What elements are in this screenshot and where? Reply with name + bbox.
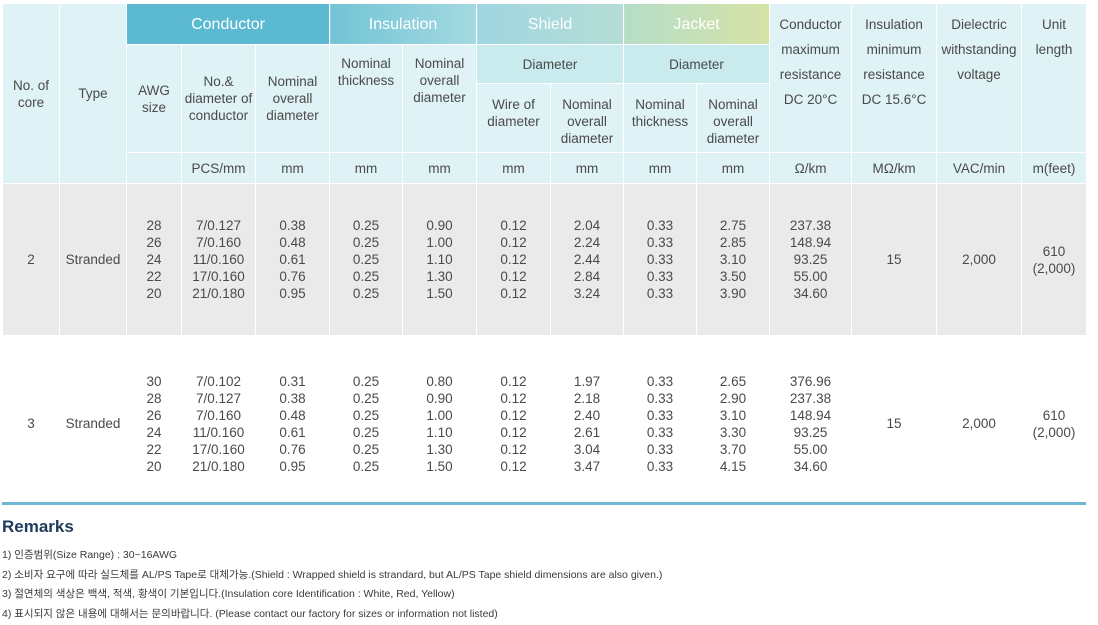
header-insulation-resistance: Insulation minimum resistance DC 15.6°C <box>851 3 938 153</box>
remark-item: 3) 절연체의 색상은 백색, 적색, 황색이 기본입니다.(Insulatio… <box>2 588 455 600</box>
group-jacket: Jacket <box>623 3 771 45</box>
cell-jacket-overall: 2.75 2.85 3.10 3.50 3.90 <box>696 183 771 336</box>
header-jacket-overall: Nominal overall diameter <box>696 83 771 153</box>
header-resistance: Conductor maximum resistance DC 20°C <box>769 3 853 153</box>
cell-no-diameter: 7/0.102 7/0.127 7/0.160 11/0.160 17/0.16… <box>181 335 256 512</box>
header-no-diameter: No.& diameter of conductor <box>181 44 256 153</box>
table-row: 3 Stranded 30 28 26 24 22 20 7/0.102 7/0… <box>2 335 1088 512</box>
cell-ins-overall: 0.90 1.00 1.10 1.30 1.50 <box>402 183 478 336</box>
unit-dielectric: VAC/min <box>936 152 1023 184</box>
unit-insulation-resistance: MΩ/km <box>851 152 938 184</box>
cell-shield-overall: 2.04 2.24 2.44 2.84 3.24 <box>550 183 625 336</box>
header-cond-nominal: Nominal overall diameter <box>254 44 331 153</box>
cell-ins-thickness: 0.25 0.25 0.25 0.25 0.25 0.25 <box>329 335 404 512</box>
cell-unit-length: 610 (2,000) <box>1021 335 1088 512</box>
cell-resistance: 376.96 237.38 148.94 93.25 55.00 34.60 <box>769 335 853 512</box>
header-shield-wire: Wire of diameter <box>476 83 552 153</box>
remark-item: 4) 표시되지 않은 내용에 대해서는 문의바랍니다. (Please cont… <box>2 607 498 620</box>
table-row: 2 Stranded 28 26 24 22 20 7/0.127 7/0.16… <box>2 183 1088 336</box>
cell-jacket-thickness: 0.33 0.33 0.33 0.33 0.33 0.33 <box>623 335 698 512</box>
header-awg: AWG size <box>126 44 182 153</box>
remark-item: 2) 소비자 요구에 따라 실드체를 AL/PS Tape로 대체가능.(Shi… <box>2 568 663 581</box>
header-jacket-thickness: Nominal thickness <box>623 83 698 153</box>
unit-shield-wire: mm <box>476 152 552 184</box>
header-ins-thickness: Nominal thickness <box>329 44 404 153</box>
cell-shield-wire: 0.12 0.12 0.12 0.12 0.12 0.12 <box>476 335 552 512</box>
cell-unit-length: 610 (2,000) <box>1021 183 1088 336</box>
cell-cond-nominal: 0.31 0.38 0.48 0.61 0.76 0.95 <box>254 335 331 512</box>
cell-awg: 28 26 24 22 20 <box>126 183 182 336</box>
cell-insulation-resistance: 15 <box>851 183 938 336</box>
cell-insulation-resistance: 15 <box>851 335 938 512</box>
unit-resistance: Ω/km <box>769 152 853 184</box>
remarks-list: 1) 인증범위(Size Range) : 30~16AWG 2) 소비자 요구… <box>2 546 662 624</box>
cell-ins-thickness: 0.25 0.25 0.25 0.25 0.25 <box>329 183 404 336</box>
cell-type: Stranded <box>59 183 127 336</box>
header-no-of-core: No. of core <box>2 3 60 184</box>
table-bottom-rule <box>2 502 1086 505</box>
unit-no-diameter: PCS/mm <box>181 152 256 184</box>
cell-type: Stranded <box>59 335 127 512</box>
group-conductor: Conductor <box>125 3 331 45</box>
cell-jacket-thickness: 0.33 0.33 0.33 0.33 0.33 <box>623 183 698 336</box>
subgroup-jacket-diameter: Diameter <box>623 44 771 84</box>
unit-ins-thickness: mm <box>329 152 404 184</box>
unit-jacket-overall: mm <box>696 152 771 184</box>
unit-cond-nominal: mm <box>254 152 331 184</box>
cell-resistance: 237.38 148.94 93.25 55.00 34.60 <box>769 183 853 336</box>
header-shield-overall: Nominal overall diameter <box>550 83 625 153</box>
remark-item: 1) 인증범위(Size Range) : 30~16AWG <box>2 549 178 561</box>
cell-no-diameter: 7/0.127 7/0.160 11/0.160 17/0.160 21/0.1… <box>181 183 256 336</box>
unit-shield-overall: mm <box>550 152 625 184</box>
cell-core: 3 <box>2 335 60 512</box>
unit-jacket-thickness: mm <box>623 152 698 184</box>
header-ins-overall: Nominal overall diameter <box>402 44 478 153</box>
cell-jacket-overall: 2.65 2.90 3.10 3.30 3.70 4.15 <box>696 335 771 512</box>
subgroup-shield-diameter: Diameter <box>476 44 625 84</box>
cell-cond-nominal: 0.38 0.48 0.61 0.76 0.95 <box>254 183 331 336</box>
group-shield: Shield <box>476 3 625 45</box>
header-dielectric: Dielectric withstanding voltage <box>936 3 1023 153</box>
unit-ins-overall: mm <box>402 152 478 184</box>
unit-length: m(feet) <box>1021 152 1088 184</box>
cell-core: 2 <box>2 183 60 336</box>
unit-awg <box>126 152 182 184</box>
header-type: Type <box>59 3 127 184</box>
cell-ins-overall: 0.80 0.90 1.00 1.10 1.30 1.50 <box>402 335 478 512</box>
cell-dielectric: 2,000 <box>936 335 1023 512</box>
cell-dielectric: 2,000 <box>936 183 1023 336</box>
header-unit-length: Unit length <box>1021 3 1088 153</box>
cell-awg: 30 28 26 24 22 20 <box>126 335 182 512</box>
spec-table: No. of core Type Conductor Insulation Sh… <box>2 3 1088 512</box>
cell-shield-overall: 1.97 2.18 2.40 2.61 3.04 3.47 <box>550 335 625 512</box>
group-insulation: Insulation <box>329 3 478 45</box>
remarks-title: Remarks <box>2 517 74 536</box>
cell-shield-wire: 0.12 0.12 0.12 0.12 0.12 <box>476 183 552 336</box>
